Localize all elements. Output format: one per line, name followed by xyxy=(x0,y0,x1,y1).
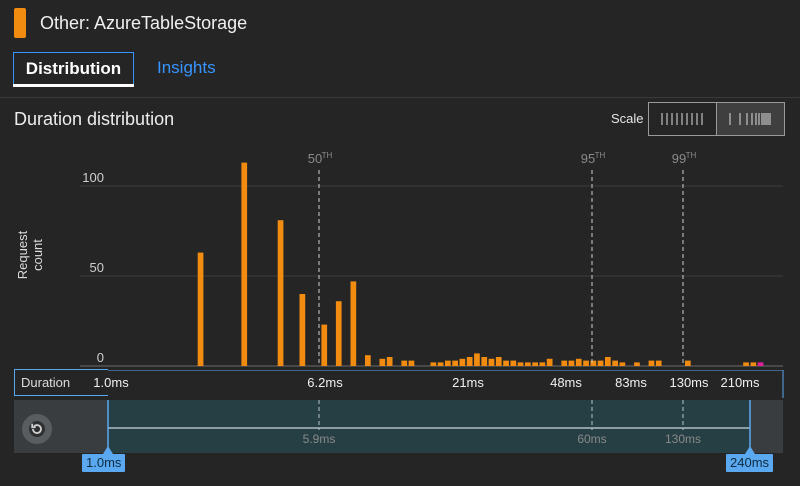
brush-min-label: 1.0ms xyxy=(82,454,126,472)
histogram-bar xyxy=(481,357,488,366)
x-tick-label: 48ms xyxy=(550,375,582,390)
histogram-bar xyxy=(466,357,473,366)
header-divider xyxy=(0,97,800,98)
y-tick-label: 50 xyxy=(90,260,104,275)
histogram-bar xyxy=(401,360,408,366)
histogram-bar xyxy=(525,362,531,366)
brush-tick-label: 60ms xyxy=(577,432,606,446)
histogram-bar xyxy=(539,362,546,366)
scale-linear-option[interactable] xyxy=(649,103,717,135)
brush-max-label: 240ms xyxy=(726,454,774,472)
histogram-bar xyxy=(452,360,458,366)
histogram-bar xyxy=(568,360,575,366)
percentile-suffix: TH xyxy=(322,151,333,160)
percentile-suffix: TH xyxy=(686,151,697,160)
histogram-bar xyxy=(685,360,691,366)
histogram-bar xyxy=(561,360,568,366)
histogram-bar xyxy=(299,294,306,366)
x-tick-label: 130ms xyxy=(669,375,709,390)
log-scale-icon xyxy=(729,113,771,125)
histogram-bar xyxy=(408,360,415,366)
y-tick-label: 0 xyxy=(97,350,104,365)
histogram-bar xyxy=(757,362,764,366)
histogram-bar xyxy=(488,358,495,366)
panel-title: Other: AzureTableStorage xyxy=(40,13,248,33)
histogram-bar xyxy=(386,357,393,366)
brush-tick-label: 130ms xyxy=(665,432,701,446)
histogram-bar xyxy=(495,357,502,366)
x-axis-title: Duration xyxy=(14,369,108,396)
histogram-bar xyxy=(655,360,662,366)
x-tick-label: 21ms xyxy=(452,375,484,390)
section-title: Duration distribution xyxy=(14,109,175,129)
undo-icon xyxy=(29,421,45,437)
histogram-bar xyxy=(583,360,589,366)
x-tick-label: 210ms xyxy=(720,375,760,390)
percentile-label: 99 xyxy=(672,151,686,166)
histogram-bar xyxy=(575,358,582,366)
histogram-bar xyxy=(612,360,618,366)
brush-tick-label: 5.9ms xyxy=(303,432,336,446)
histogram-bar xyxy=(335,301,342,366)
histogram-bar xyxy=(503,360,509,366)
histogram-bar xyxy=(750,362,757,366)
histogram-bar xyxy=(277,220,284,366)
histogram-bar xyxy=(321,324,328,366)
histogram-bar xyxy=(241,162,248,366)
percentile-label: 50 xyxy=(308,151,322,166)
reset-zoom-button[interactable] xyxy=(22,414,52,444)
brush-handle-right[interactable] xyxy=(745,446,755,454)
percentile-suffix: TH xyxy=(595,151,606,160)
brush-handle-left[interactable] xyxy=(103,446,113,454)
histogram-bar xyxy=(590,360,597,366)
scale-log-option[interactable] xyxy=(716,103,784,135)
histogram-bar xyxy=(445,360,451,366)
histogram-bar xyxy=(365,355,371,366)
tab-distribution[interactable]: Distribution xyxy=(13,52,134,86)
range-brush-selection[interactable] xyxy=(108,400,750,453)
scale-label: Scale xyxy=(611,111,644,126)
histogram-bar xyxy=(474,353,480,366)
histogram-bar xyxy=(379,358,386,366)
histogram-bar xyxy=(605,357,611,366)
tab-insights[interactable]: Insights xyxy=(157,58,216,77)
histogram-bar xyxy=(532,362,538,366)
histogram-bar xyxy=(517,362,524,366)
x-tick-label: 1.0ms xyxy=(93,375,129,390)
histogram-bar xyxy=(597,360,604,366)
x-tick-label: 6.2ms xyxy=(307,375,343,390)
series-color-swatch xyxy=(14,8,26,38)
histogram-bar xyxy=(634,362,640,366)
histogram-bar xyxy=(430,362,437,366)
x-tick-label: 83ms xyxy=(615,375,647,390)
range-brush[interactable]: 5.9ms 60ms 130ms xyxy=(0,400,800,460)
histogram-bar xyxy=(437,362,444,366)
histogram-bar xyxy=(510,360,517,366)
histogram-bar xyxy=(619,362,626,366)
histogram-bar xyxy=(197,252,204,366)
histogram-bar xyxy=(350,281,357,366)
histogram-bar xyxy=(648,360,655,366)
percentile-label: 95 xyxy=(581,151,595,166)
scale-toggle[interactable] xyxy=(648,102,785,136)
histogram-bar xyxy=(459,358,466,366)
tab-distribution-underline xyxy=(13,84,134,87)
histogram-bar xyxy=(546,358,553,366)
histogram-bar xyxy=(743,362,749,366)
linear-scale-icon xyxy=(661,113,703,125)
x-axis: 1.0ms 6.2ms 21ms 48ms 83ms 130ms 210ms xyxy=(93,370,784,398)
y-tick-label: 100 xyxy=(82,170,104,185)
